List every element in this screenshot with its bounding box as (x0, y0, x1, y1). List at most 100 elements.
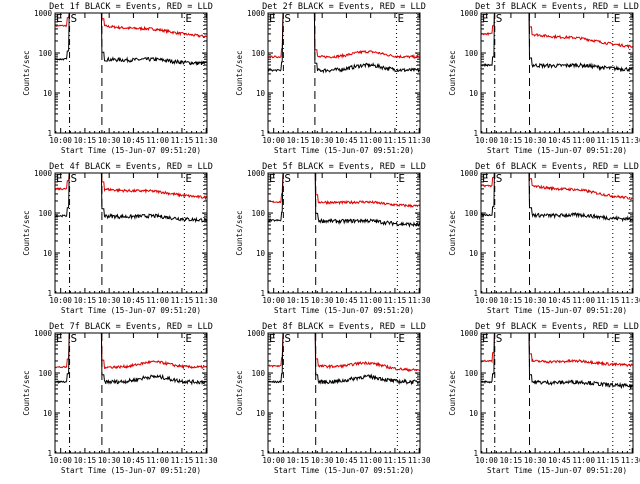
x-axis-label: Start Time (15-Jun-07 09:51:20) (274, 146, 414, 155)
x-tick-label: 11:00 (146, 456, 169, 465)
y-tick-label: 100 (251, 49, 265, 58)
x-axis-label: Start Time (15-Jun-07 09:51:20) (487, 306, 627, 315)
x-tick-label: 11:15 (384, 136, 407, 145)
end-marker-label: E (56, 172, 63, 185)
x-tick-label: 10:30 (311, 136, 334, 145)
end-marker-label: E (482, 12, 489, 25)
panel-8: Det 8f BLACK = Events, RED = LLD Counts/s… (235, 322, 431, 475)
start-marker-label: S (284, 172, 291, 185)
y-tick-label: 10 (43, 409, 53, 418)
x-tick-label: 10:15 (74, 296, 97, 305)
y-tick-label: 1 (260, 129, 265, 138)
x-tick-label: 10:45 (122, 456, 145, 465)
events-series-line (55, 172, 70, 218)
y-tick-label: 10 (469, 249, 479, 258)
x-tick-label: 10:15 (74, 456, 97, 465)
x-tick-label: 11:00 (572, 296, 595, 305)
panel-title: Det 9f BLACK = Events, RED = LLD (475, 322, 639, 332)
end-marker-label: E (614, 12, 621, 25)
x-tick-label: 11:15 (597, 296, 620, 305)
events-series-line (480, 332, 495, 384)
y-tick-label: 100 (38, 209, 52, 218)
x-axis-label: Start Time (15-Jun-07 09:51:20) (487, 146, 627, 155)
y-tick-label: 100 (38, 49, 52, 58)
y-tick-label: 1000 (34, 9, 53, 18)
y-tick-label: 1 (47, 129, 52, 138)
lld-series-line (528, 12, 633, 50)
plot-frame (480, 172, 634, 294)
y-tick-label: 10 (43, 89, 53, 98)
x-tick-label: 11:15 (171, 136, 194, 145)
events-series-line (480, 12, 495, 68)
x-tick-label: 10:45 (548, 136, 571, 145)
x-tick-label: 10:45 (335, 456, 358, 465)
end-marker-label: E (614, 172, 621, 185)
events-series-line (313, 12, 420, 74)
lld-series-line (267, 12, 284, 59)
x-tick-label: 11:30 (195, 296, 218, 305)
plot-frame (267, 12, 421, 134)
x-tick-label: 10:30 (98, 456, 121, 465)
lld-series-line (314, 172, 421, 208)
end-marker-label: E (185, 12, 192, 25)
y-tick-label: 10 (256, 249, 266, 258)
lld-series-line (480, 172, 495, 188)
y-tick-label: 1 (473, 449, 478, 458)
lld-series-line (54, 12, 70, 28)
x-tick-label: 10:45 (335, 136, 358, 145)
y-tick-label: 1 (473, 289, 478, 298)
x-tick-label: 10:15 (500, 456, 523, 465)
panel-title: Det 7f BLACK = Events, RED = LLD (49, 322, 213, 332)
lld-series-line (100, 12, 207, 39)
lld-series-line (100, 172, 208, 201)
events-series-line (314, 332, 421, 386)
y-axis-label: Counts/sec (235, 50, 244, 95)
y-tick-label: 100 (464, 49, 478, 58)
x-tick-label: 10:45 (122, 296, 145, 305)
panel-title: Det 1f BLACK = Events, RED = LLD (49, 2, 213, 12)
lld-series-line (314, 332, 421, 373)
y-tick-label: 1 (260, 449, 265, 458)
x-tick-label: 10:30 (98, 136, 121, 145)
events-series-line (54, 332, 70, 385)
end-marker-label: E (482, 332, 489, 345)
y-tick-label: 100 (464, 209, 478, 218)
panel-title: Det 2f BLACK = Events, RED = LLD (262, 2, 426, 12)
x-tick-label: 11:00 (359, 296, 382, 305)
lld-series-line (481, 12, 495, 37)
x-tick-label: 11:15 (384, 296, 407, 305)
x-tick-label: 11:30 (408, 296, 431, 305)
end-marker-label: E (398, 12, 405, 25)
x-tick-label: 10:45 (122, 136, 145, 145)
plot-frame (267, 332, 421, 454)
lld-series-line (267, 332, 284, 368)
end-marker-label: E (269, 172, 276, 185)
panel-2: Det 2f BLACK = Events, RED = LLD Counts/s… (235, 2, 431, 155)
y-axis-label: Counts/sec (235, 370, 244, 415)
x-tick-label: 10:00 (49, 456, 72, 465)
x-axis-label: Start Time (15-Jun-07 09:51:20) (274, 306, 414, 315)
y-tick-label: 100 (464, 369, 478, 378)
y-tick-label: 10 (256, 89, 266, 98)
plot-frame (480, 12, 634, 134)
x-tick-label: 11:30 (621, 136, 640, 145)
start-marker-label: S (284, 332, 291, 345)
end-marker-label: E (185, 332, 192, 345)
x-tick-label: 10:30 (311, 456, 334, 465)
x-tick-label: 11:00 (359, 136, 382, 145)
x-tick-label: 10:15 (287, 296, 310, 305)
x-tick-label: 11:00 (359, 456, 382, 465)
lld-series-line (528, 172, 633, 200)
events-series-line (100, 12, 208, 66)
end-marker-label: E (56, 332, 63, 345)
lld-series-line (528, 332, 633, 368)
x-tick-label: 11:00 (572, 456, 595, 465)
x-tick-label: 10:30 (98, 296, 121, 305)
x-tick-label: 10:15 (500, 136, 523, 145)
x-tick-label: 10:00 (262, 296, 285, 305)
y-tick-label: 10 (469, 89, 479, 98)
events-series-line (267, 172, 284, 222)
events-series-line (480, 172, 495, 218)
panel-title: Det 4f BLACK = Events, RED = LLD (49, 162, 213, 172)
